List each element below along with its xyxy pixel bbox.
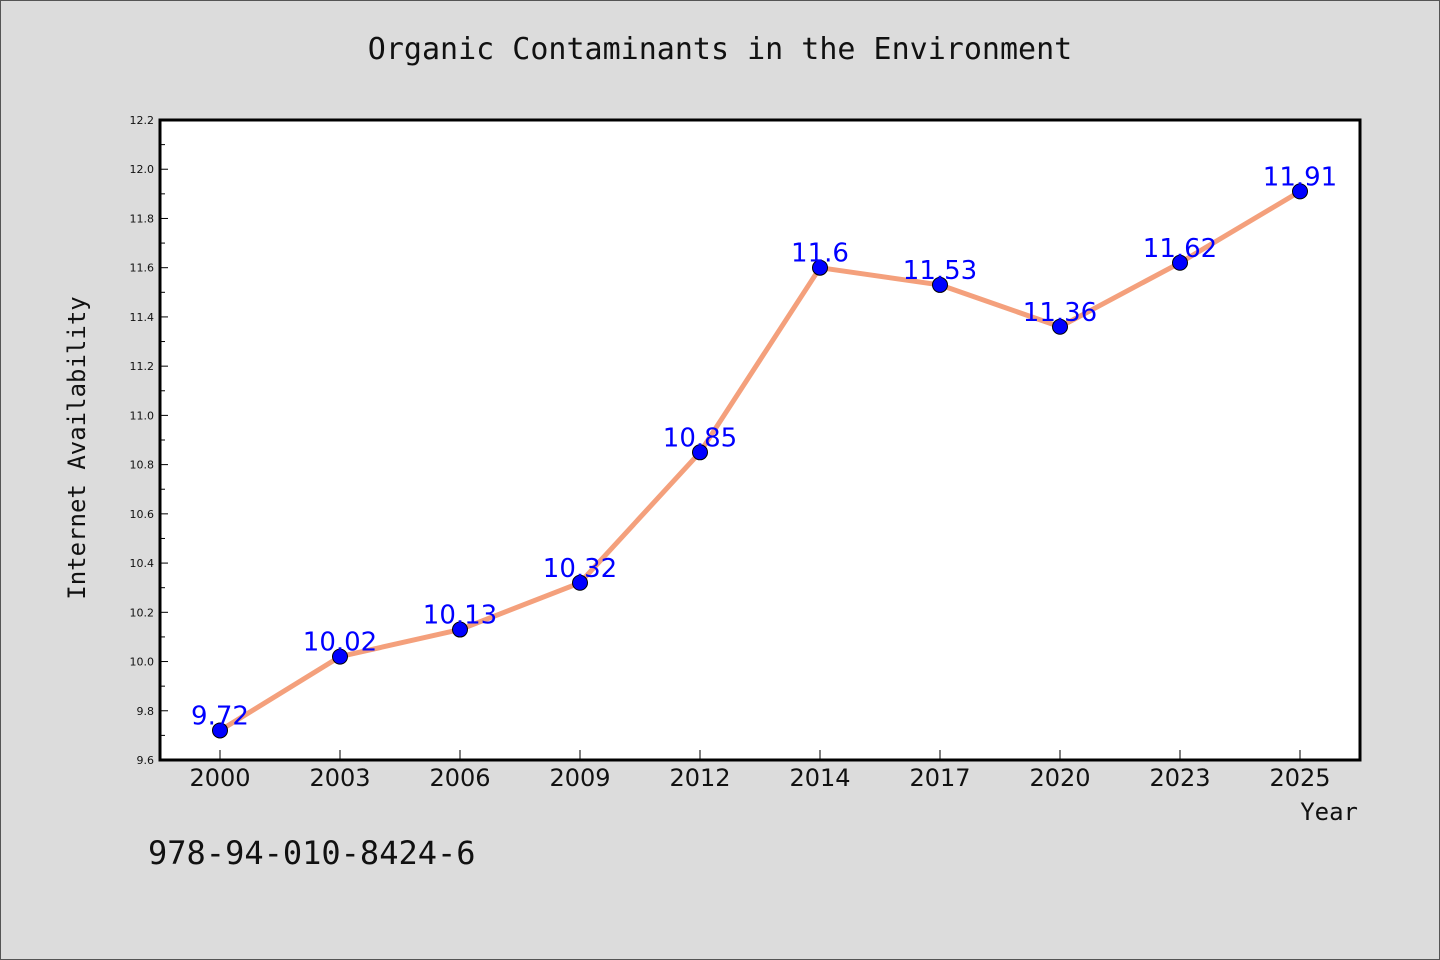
y-tick-label: 11.0 [130,409,155,422]
data-point [1172,254,1188,271]
x-axis: 2000 2003 2006 2009 2012 2014 2017 2020 2023 2025 [189,750,1331,792]
x-tick-label: 2000 [189,764,250,792]
x-tick-label: 2014 [789,764,850,792]
data-point [212,722,228,739]
y-tick-label: 11.2 [130,360,155,373]
data-point [572,574,588,591]
data-label: 11.53 [903,256,977,286]
y-tick-label: 11.4 [130,311,155,324]
series-line [218,189,1302,733]
data-label: 10.02 [303,628,377,658]
data-label: 10.13 [423,601,497,631]
x-tick-label: 2009 [549,764,610,792]
data-point [932,276,948,293]
y-tick-label: 12.2 [130,114,155,127]
x-axis-label: Year [1300,798,1358,826]
data-labels: 9.72 10.02 10.13 10.32 10.85 11.6 11.53 11.36 11… [191,162,1337,731]
data-label: 11.62 [1143,234,1217,264]
series-markers [212,183,1308,739]
y-tick-label: 10.8 [130,459,155,472]
y-tick-label: 11.6 [130,262,155,275]
data-point [452,621,468,638]
isbn-text: 978-94-010-8424-6 [148,834,476,872]
data-label: 11.6 [791,239,849,269]
y-tick-label: 10.4 [130,557,155,570]
y-tick-label: 12.0 [130,163,155,176]
y-tick-label: 11.8 [130,212,155,225]
chart-title: Organic Contaminants in the Environment [367,32,1073,67]
y-tick-label: 9.8 [137,705,155,718]
data-label: 9.72 [191,701,249,731]
data-label: 11.91 [1263,162,1337,192]
y-axis-label: Internet Availability [63,296,91,599]
data-label: 11.36 [1023,298,1097,328]
x-tick-label: 2025 [1269,764,1330,792]
data-point [1052,318,1068,335]
data-label: 10.32 [543,554,617,584]
y-tick-label: 10.0 [130,656,155,669]
data-point [812,259,828,276]
x-tick-label: 2020 [1029,764,1090,792]
x-tick-label: 2012 [669,764,730,792]
x-tick-label: 2006 [429,764,490,792]
x-tick-label: 2023 [1149,764,1210,792]
data-point [332,648,348,665]
data-label: 10.85 [663,423,737,453]
x-tick-label: 2017 [909,764,970,792]
data-point [1292,183,1308,200]
y-tick-label: 9.6 [137,754,155,767]
y-tick-label: 10.2 [130,606,155,619]
y-axis: 9.6 9.8 10.0 10.2 10.4 10.6 10.8 11.0 11.2 11.4 11… [130,114,168,767]
x-tick-label: 2003 [309,764,370,792]
y-tick-label: 10.6 [130,508,155,521]
series-line-group [218,189,1302,733]
data-point [692,444,708,461]
